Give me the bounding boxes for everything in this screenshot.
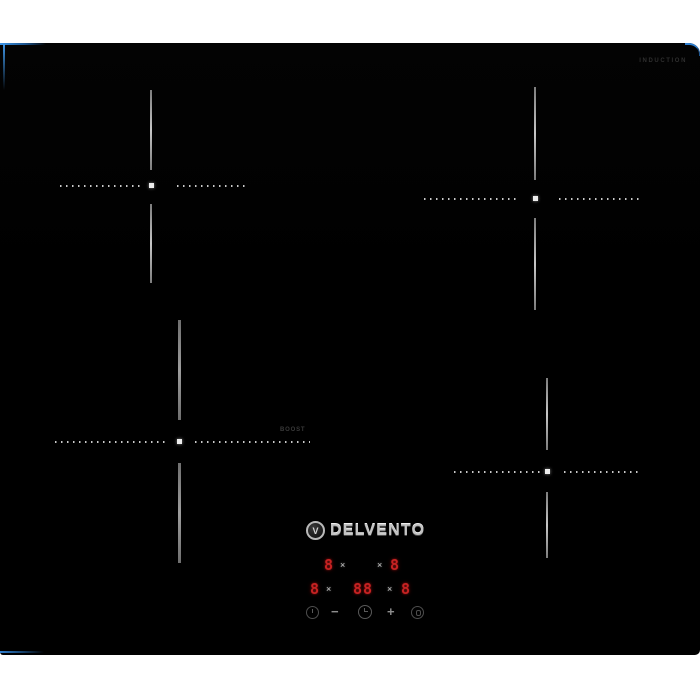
lock-icon — [411, 606, 424, 619]
minus-button[interactable]: − — [331, 604, 339, 619]
boost-label: BOOST — [280, 427, 306, 433]
zone-select-icon: × — [377, 560, 383, 570]
edge-glint-top-left-horizontal — [0, 43, 46, 45]
power-icon — [306, 606, 319, 619]
zone-select-icon: × — [387, 584, 393, 594]
clock-icon — [358, 605, 372, 619]
timer-display: 88 — [353, 580, 374, 598]
zone-select-icon: × — [326, 584, 332, 594]
zone-vline-top — [150, 90, 152, 170]
zone-dashes-left — [55, 441, 169, 443]
induction-label: INDUCTION — [639, 58, 687, 64]
edge-glint-bottom-left — [0, 651, 44, 653]
front-left-level-display: 8 — [310, 580, 320, 598]
zone-center-marker — [545, 469, 550, 474]
zone-vline-bottom — [178, 463, 181, 563]
zone-vline-bottom — [546, 492, 548, 558]
cooktop-panel: INDUCTION BOOST V DELVENTO — [0, 43, 700, 655]
zone-center-marker — [149, 183, 154, 188]
zone-vline-bottom — [534, 218, 536, 310]
zone-dashes-right — [195, 441, 310, 443]
brand-logo: V DELVENTO — [306, 521, 425, 540]
zone-dashes-left — [424, 198, 519, 200]
zone-center-marker — [533, 196, 538, 201]
power-button[interactable] — [306, 606, 319, 619]
control-panel: V DELVENTO 8 × × 8 8 × 88 × 8 − + — [298, 515, 448, 631]
zone-vline-top — [546, 378, 548, 450]
zone-dashes-left — [60, 185, 144, 187]
edge-glint-top-right — [685, 43, 700, 56]
front-right-level-display: 8 — [401, 580, 411, 598]
delvento-emblem-icon: V — [306, 521, 325, 540]
zone-vline-bottom — [150, 204, 152, 283]
zone-vline-top — [178, 320, 181, 420]
zone-dashes-right — [177, 185, 248, 187]
zone-select-icon: × — [340, 560, 346, 570]
zone-center-marker — [177, 439, 182, 444]
rear-right-level-display: 8 — [390, 556, 400, 574]
plus-button[interactable]: + — [387, 604, 395, 619]
zone-dashes-right — [564, 471, 640, 473]
zone-dashes-left — [454, 471, 541, 473]
lock-button[interactable] — [411, 606, 424, 619]
timer-button[interactable] — [358, 605, 372, 619]
zone-vline-top — [534, 87, 536, 180]
zone-dashes-right — [559, 198, 641, 200]
edge-glint-top-left-vertical — [3, 44, 5, 90]
brand-name: DELVENTO — [330, 521, 426, 539]
rear-left-level-display: 8 — [324, 556, 334, 574]
